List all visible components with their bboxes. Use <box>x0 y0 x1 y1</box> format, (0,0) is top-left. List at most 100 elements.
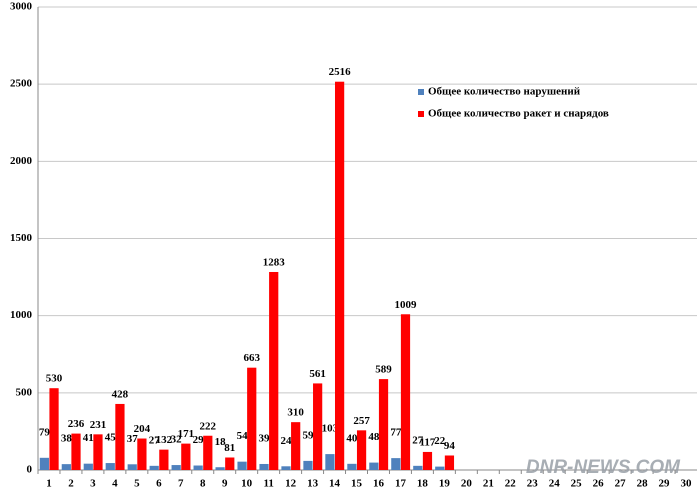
y-tick-label: 1000 <box>10 309 33 321</box>
x-tick-label: 20 <box>461 478 473 490</box>
bar <box>347 463 357 470</box>
x-tick-label: 2 <box>68 478 74 490</box>
x-tick-label: 25 <box>571 478 583 490</box>
x-tick-label: 13 <box>307 478 319 490</box>
bar <box>83 463 93 470</box>
bar <box>356 430 367 470</box>
x-tick-label: 23 <box>527 478 539 490</box>
bar <box>171 465 181 470</box>
bar <box>71 433 81 470</box>
watermark: DNR-NEWS.COM <box>526 457 681 478</box>
x-tick-label: 9 <box>222 478 228 490</box>
x-tick-label: 29 <box>659 478 671 490</box>
legend-swatch <box>418 89 424 95</box>
bar <box>325 454 335 470</box>
bar <box>313 383 323 470</box>
x-tick-label: 11 <box>263 478 273 490</box>
bar <box>127 464 137 470</box>
data-label: 589 <box>375 364 392 376</box>
bar <box>422 451 433 470</box>
bar <box>105 463 115 470</box>
data-label: 132 <box>156 434 173 446</box>
bar <box>303 460 313 470</box>
bar <box>259 463 269 470</box>
bar <box>291 422 301 470</box>
bar <box>378 379 389 470</box>
bar <box>247 367 257 470</box>
data-label: 29 <box>193 434 205 446</box>
data-label: 561 <box>309 368 326 380</box>
data-label: 94 <box>444 440 456 452</box>
data-label: 81 <box>224 442 235 454</box>
x-tick-label: 15 <box>351 478 363 490</box>
bar <box>269 271 279 470</box>
bar <box>391 458 401 470</box>
x-tick-label: 6 <box>156 478 162 490</box>
bar <box>215 467 225 470</box>
data-label: 40 <box>346 432 358 444</box>
bar <box>115 403 125 470</box>
x-tick-label: 14 <box>329 478 341 490</box>
data-label: 54 <box>237 430 249 442</box>
data-label: 231 <box>90 419 107 431</box>
bar <box>369 462 379 470</box>
data-label: 1009 <box>395 299 418 311</box>
y-tick-label: 1500 <box>10 232 33 244</box>
data-label: 257 <box>353 415 370 427</box>
x-tick-label: 24 <box>549 478 561 490</box>
data-label: 45 <box>105 432 117 444</box>
legend: Общее количество нарушений Общее количест… <box>418 86 609 120</box>
x-tick-label: 10 <box>241 478 253 490</box>
x-tick-label: 27 <box>615 478 627 490</box>
x-tick-label: 12 <box>285 478 297 490</box>
bar <box>149 465 159 470</box>
bar <box>193 465 203 470</box>
data-label: 41 <box>83 432 94 444</box>
x-tick-label: 19 <box>439 478 451 490</box>
data-label: 222 <box>200 420 217 432</box>
data-label: 236 <box>68 418 85 430</box>
data-label: 18 <box>215 436 227 448</box>
legend-label: Общее количество ракет и снарядов <box>428 108 609 120</box>
y-tick-label: 2000 <box>10 155 33 167</box>
x-tick-label: 3 <box>90 478 96 490</box>
data-label: 27 <box>149 434 161 446</box>
data-label: 24 <box>281 435 293 447</box>
bar <box>93 434 103 470</box>
x-tick-label: 18 <box>417 478 429 490</box>
data-label: 530 <box>46 373 63 385</box>
legend-label: Общее количество нарушений <box>428 86 581 98</box>
y-tick-label: 0 <box>27 464 33 476</box>
data-label: 38 <box>61 433 73 445</box>
y-tick-label: 500 <box>16 386 33 398</box>
data-label: 27 <box>412 434 424 446</box>
x-tick-label: 1 <box>46 478 52 490</box>
x-tick-label: 7 <box>178 478 184 490</box>
bar <box>137 438 147 470</box>
data-label: 117 <box>420 436 436 448</box>
data-label: 171 <box>178 428 195 440</box>
bar <box>334 81 345 471</box>
data-label: 204 <box>134 423 151 435</box>
bar <box>281 466 291 470</box>
data-label: 103 <box>322 423 339 435</box>
x-tick-label: 21 <box>483 478 494 490</box>
bar <box>225 457 235 470</box>
data-label: 77 <box>390 427 402 439</box>
data-label: 32 <box>171 434 183 446</box>
bar <box>39 457 49 470</box>
bar <box>435 466 445 470</box>
x-tick-label: 30 <box>681 478 693 490</box>
x-tick-label: 17 <box>395 478 407 490</box>
x-tick-label: 22 <box>505 478 517 490</box>
data-label: 310 <box>287 407 304 419</box>
bar <box>61 464 71 470</box>
data-label: 48 <box>368 431 380 443</box>
bar <box>159 449 169 470</box>
data-label: 79 <box>39 426 51 438</box>
x-tick-label: 5 <box>134 478 140 490</box>
bar <box>237 461 247 470</box>
data-label: 22 <box>434 435 446 447</box>
bar <box>181 443 191 470</box>
